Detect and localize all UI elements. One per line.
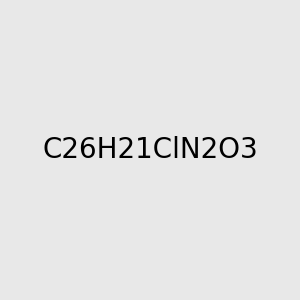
Text: C26H21ClN2O3: C26H21ClN2O3 xyxy=(42,136,258,164)
